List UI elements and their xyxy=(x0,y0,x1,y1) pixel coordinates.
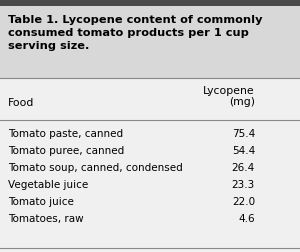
Bar xyxy=(0,0,300,7)
Text: Vegetable juice: Vegetable juice xyxy=(8,179,88,189)
Text: 26.4: 26.4 xyxy=(232,162,255,172)
Text: Tomatoes, raw: Tomatoes, raw xyxy=(8,213,84,223)
Bar xyxy=(0,7,300,79)
Text: consumed tomato products per 1 cup: consumed tomato products per 1 cup xyxy=(8,28,249,38)
Text: (mg): (mg) xyxy=(229,97,255,107)
Text: Food: Food xyxy=(8,98,34,108)
Text: Tomato paste, canned: Tomato paste, canned xyxy=(8,129,123,138)
Text: Table 1. Lycopene content of commonly: Table 1. Lycopene content of commonly xyxy=(8,15,262,25)
Text: serving size.: serving size. xyxy=(8,41,89,51)
Text: 4.6: 4.6 xyxy=(238,213,255,223)
Text: 23.3: 23.3 xyxy=(232,179,255,189)
Text: Lycopene: Lycopene xyxy=(203,86,255,96)
Text: Tomato juice: Tomato juice xyxy=(8,196,74,206)
Text: 54.4: 54.4 xyxy=(232,145,255,155)
Bar xyxy=(0,79,300,252)
Text: Tomato soup, canned, condensed: Tomato soup, canned, condensed xyxy=(8,162,183,172)
Text: 22.0: 22.0 xyxy=(232,196,255,206)
Text: Tomato puree, canned: Tomato puree, canned xyxy=(8,145,124,155)
Text: 75.4: 75.4 xyxy=(232,129,255,138)
